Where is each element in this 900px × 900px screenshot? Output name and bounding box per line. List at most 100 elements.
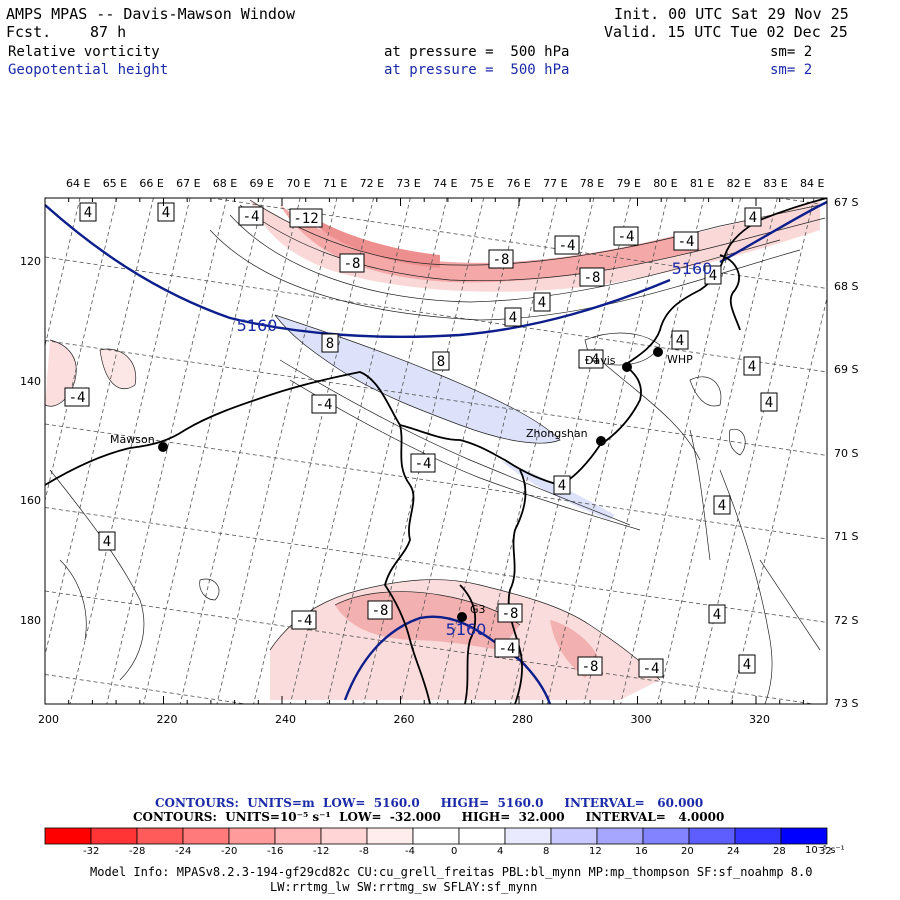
contour-label: -8 <box>582 659 599 675</box>
parallel-line <box>208 198 827 289</box>
colorbar-tick-label: -28 <box>129 846 146 857</box>
station-g3-label: G3 <box>470 603 486 616</box>
lon-label: 80 E <box>653 177 678 190</box>
contour-label-box <box>339 253 365 273</box>
colorbar-swatch <box>780 827 828 845</box>
lat-label: 68 S <box>834 279 859 293</box>
contour-label-box <box>497 603 523 623</box>
colorbar-swatch <box>550 827 598 845</box>
lat-label: 73 S <box>834 697 859 710</box>
meridian-line <box>106 198 228 704</box>
contour-label: 4 <box>713 607 721 623</box>
y-tick-label: 120 <box>20 255 41 268</box>
meridian-line <box>69 198 191 704</box>
meridian-line <box>216 198 338 704</box>
lon-label: 70 E <box>286 177 311 190</box>
meridian-line <box>363 198 485 704</box>
contour-labels: 4 4 -4 -12 -8 -8 -4 -4 -8 -4 4 4 8 8 -4 -4 -4 4 4 4 4 4 4 4 -8 -4… <box>64 202 778 678</box>
lon-label: 82 E <box>726 177 752 190</box>
contour-label: -8 <box>344 256 361 272</box>
contour-label-box <box>367 600 393 620</box>
contour-label-box <box>744 207 762 227</box>
contour-label: 4 <box>162 205 170 221</box>
contour-label-box <box>579 267 605 287</box>
valid-time: Valid. 15 UTC Tue 02 Dec 25 <box>604 23 848 41</box>
contour-label-box <box>613 226 639 246</box>
station-zhongshan-label: Zhongshan <box>526 427 588 440</box>
lon-label: 65 E <box>102 177 128 190</box>
x-tick-label: 220 <box>156 713 178 726</box>
colorbar-swatch <box>458 827 506 845</box>
lat-label: 71 S <box>834 530 859 543</box>
colorbar-tick-label: 12 <box>589 846 602 857</box>
contour-label: 4 <box>84 205 92 221</box>
contour-label-box <box>494 638 520 658</box>
colorbar-swatch <box>44 827 92 845</box>
colorbar-tick-label: -20 <box>221 846 238 857</box>
contour-label: 4 <box>103 534 111 550</box>
field2-sm: sm= 2 <box>770 62 813 78</box>
meridian-line <box>289 198 411 704</box>
colorbar-tick-label: -12 <box>313 846 330 857</box>
contour-label-box <box>738 654 756 674</box>
meridian-line <box>546 198 668 704</box>
contour-label-box <box>238 206 264 226</box>
contour-label-box <box>533 292 551 312</box>
contour-label: -4 <box>643 661 660 677</box>
field2-name: Geopotential height <box>8 62 169 78</box>
contour-label: 8 <box>437 354 445 370</box>
colorbar-swatch <box>412 827 460 845</box>
colorbar-tick-label: 28 <box>773 846 786 857</box>
contour-label: -8 <box>502 606 519 622</box>
contour-label: -4 <box>316 397 333 413</box>
lon-label: 84 E <box>800 177 825 190</box>
contour-label-box <box>289 208 323 228</box>
x-ticks <box>44 198 804 704</box>
colorbar-unit: 10⁻⁵ s⁻¹ <box>805 845 845 856</box>
colorbar-tick-label: 24 <box>727 846 740 857</box>
contour-label-box <box>504 307 522 327</box>
colorbar-swatch <box>734 827 782 845</box>
contour-label-box <box>291 610 317 630</box>
field1-sm: sm= 2 <box>770 44 813 60</box>
station-davis-label: Davis <box>585 354 616 367</box>
colorbar-tick-label: -24 <box>175 846 192 857</box>
lon-label: 69 E <box>249 177 274 190</box>
height-label: 5160 <box>446 620 487 639</box>
field1-name: Relative vorticity <box>8 44 160 60</box>
lon-label: 66 E <box>139 177 164 190</box>
contour-label: 4 <box>676 333 684 349</box>
contour-label: 8 <box>326 336 334 352</box>
contour-label: -4 <box>415 456 432 472</box>
lon-label: 74 E <box>433 177 458 190</box>
parallel-line <box>45 590 817 704</box>
x-tick-label: 280 <box>512 713 533 726</box>
contour-info-vorticity: CONTOURS: UNITS=10⁻⁵ s⁻¹ LOW= -32.000 HI… <box>133 810 725 824</box>
model-info-2: LW:rrtmg_lw SW:rrtmg_sw SFLAY:sf_mynn <box>270 880 538 894</box>
colorbar-swatch <box>320 827 368 845</box>
neg-vorticity-core-north2 <box>300 210 440 268</box>
colorbar-swatch <box>274 827 322 845</box>
meridian-line <box>510 198 631 704</box>
contour-label: -4 <box>583 352 600 368</box>
meridian-line <box>583 198 705 704</box>
y-tick-label: 140 <box>20 374 41 388</box>
contour-label: 4 <box>538 295 546 311</box>
contour-label-box <box>577 656 603 676</box>
field2-level: at pressure = 500 hPa <box>384 62 570 78</box>
contour-label: -4 <box>296 613 313 629</box>
contour-label-box <box>743 356 761 376</box>
contour-label: -4 <box>69 390 86 406</box>
parallel-line <box>45 507 827 623</box>
contour-label-box <box>311 394 337 414</box>
contour-label: -8 <box>493 252 510 268</box>
contour-label-box <box>578 349 604 369</box>
contour-label-box <box>64 387 90 407</box>
station-whp-label: WHP <box>667 353 693 366</box>
colorbar-tick-label: -8 <box>359 846 369 857</box>
colorbar-swatch <box>596 827 644 845</box>
colorbar-swatch <box>688 827 736 845</box>
contour-label-box <box>79 202 97 222</box>
lon-label: 71 E <box>322 177 348 190</box>
